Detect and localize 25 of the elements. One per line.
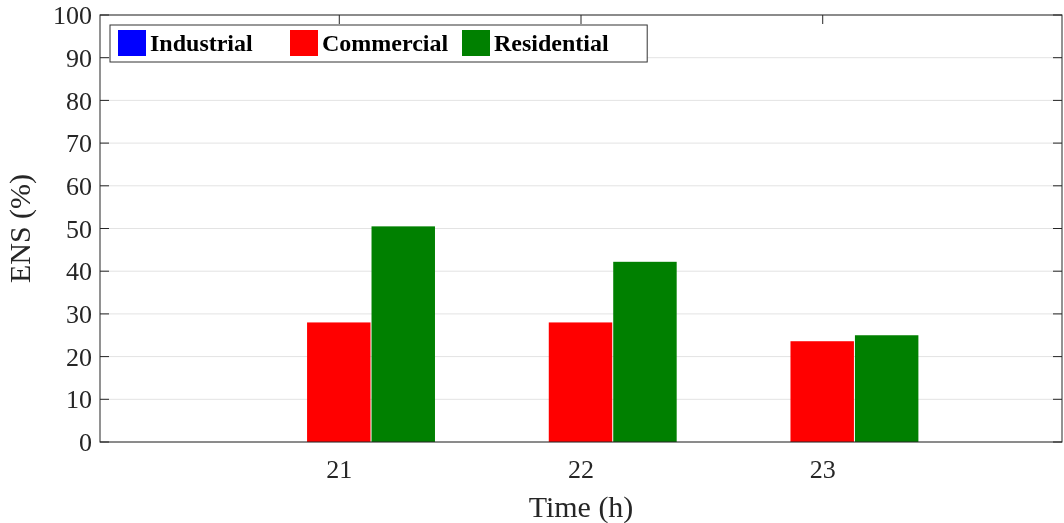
y-tick-label: 10 [66,385,92,415]
legend-label: Industrial [150,30,254,56]
x-tick-label: 22 [568,455,594,484]
x-axis-title: Time (h) [528,490,634,523]
y-tick-label: 0 [79,428,92,458]
bar [371,226,435,442]
y-axis-title: ENS (%) [3,173,37,284]
y-tick-label: 40 [66,257,92,287]
legend-label: Commercial [322,30,449,56]
y-tick-label: 70 [66,129,92,159]
y-tick-label: 30 [66,300,92,329]
y-tick-label: 20 [66,342,92,372]
y-tick-label: 90 [66,43,92,73]
bar [307,322,371,442]
legend-label: Residential [494,30,609,56]
bar [790,341,854,442]
bar [854,335,919,442]
y-tick-label: 100 [53,1,92,31]
bar [548,322,613,442]
y-tick-label: 50 [66,214,92,244]
x-tick-label: 21 [326,455,353,484]
y-tick-label: 80 [66,86,92,116]
y-tick-label: 60 [66,171,92,201]
bar [613,261,677,442]
x-tick-label: 23 [809,455,836,484]
